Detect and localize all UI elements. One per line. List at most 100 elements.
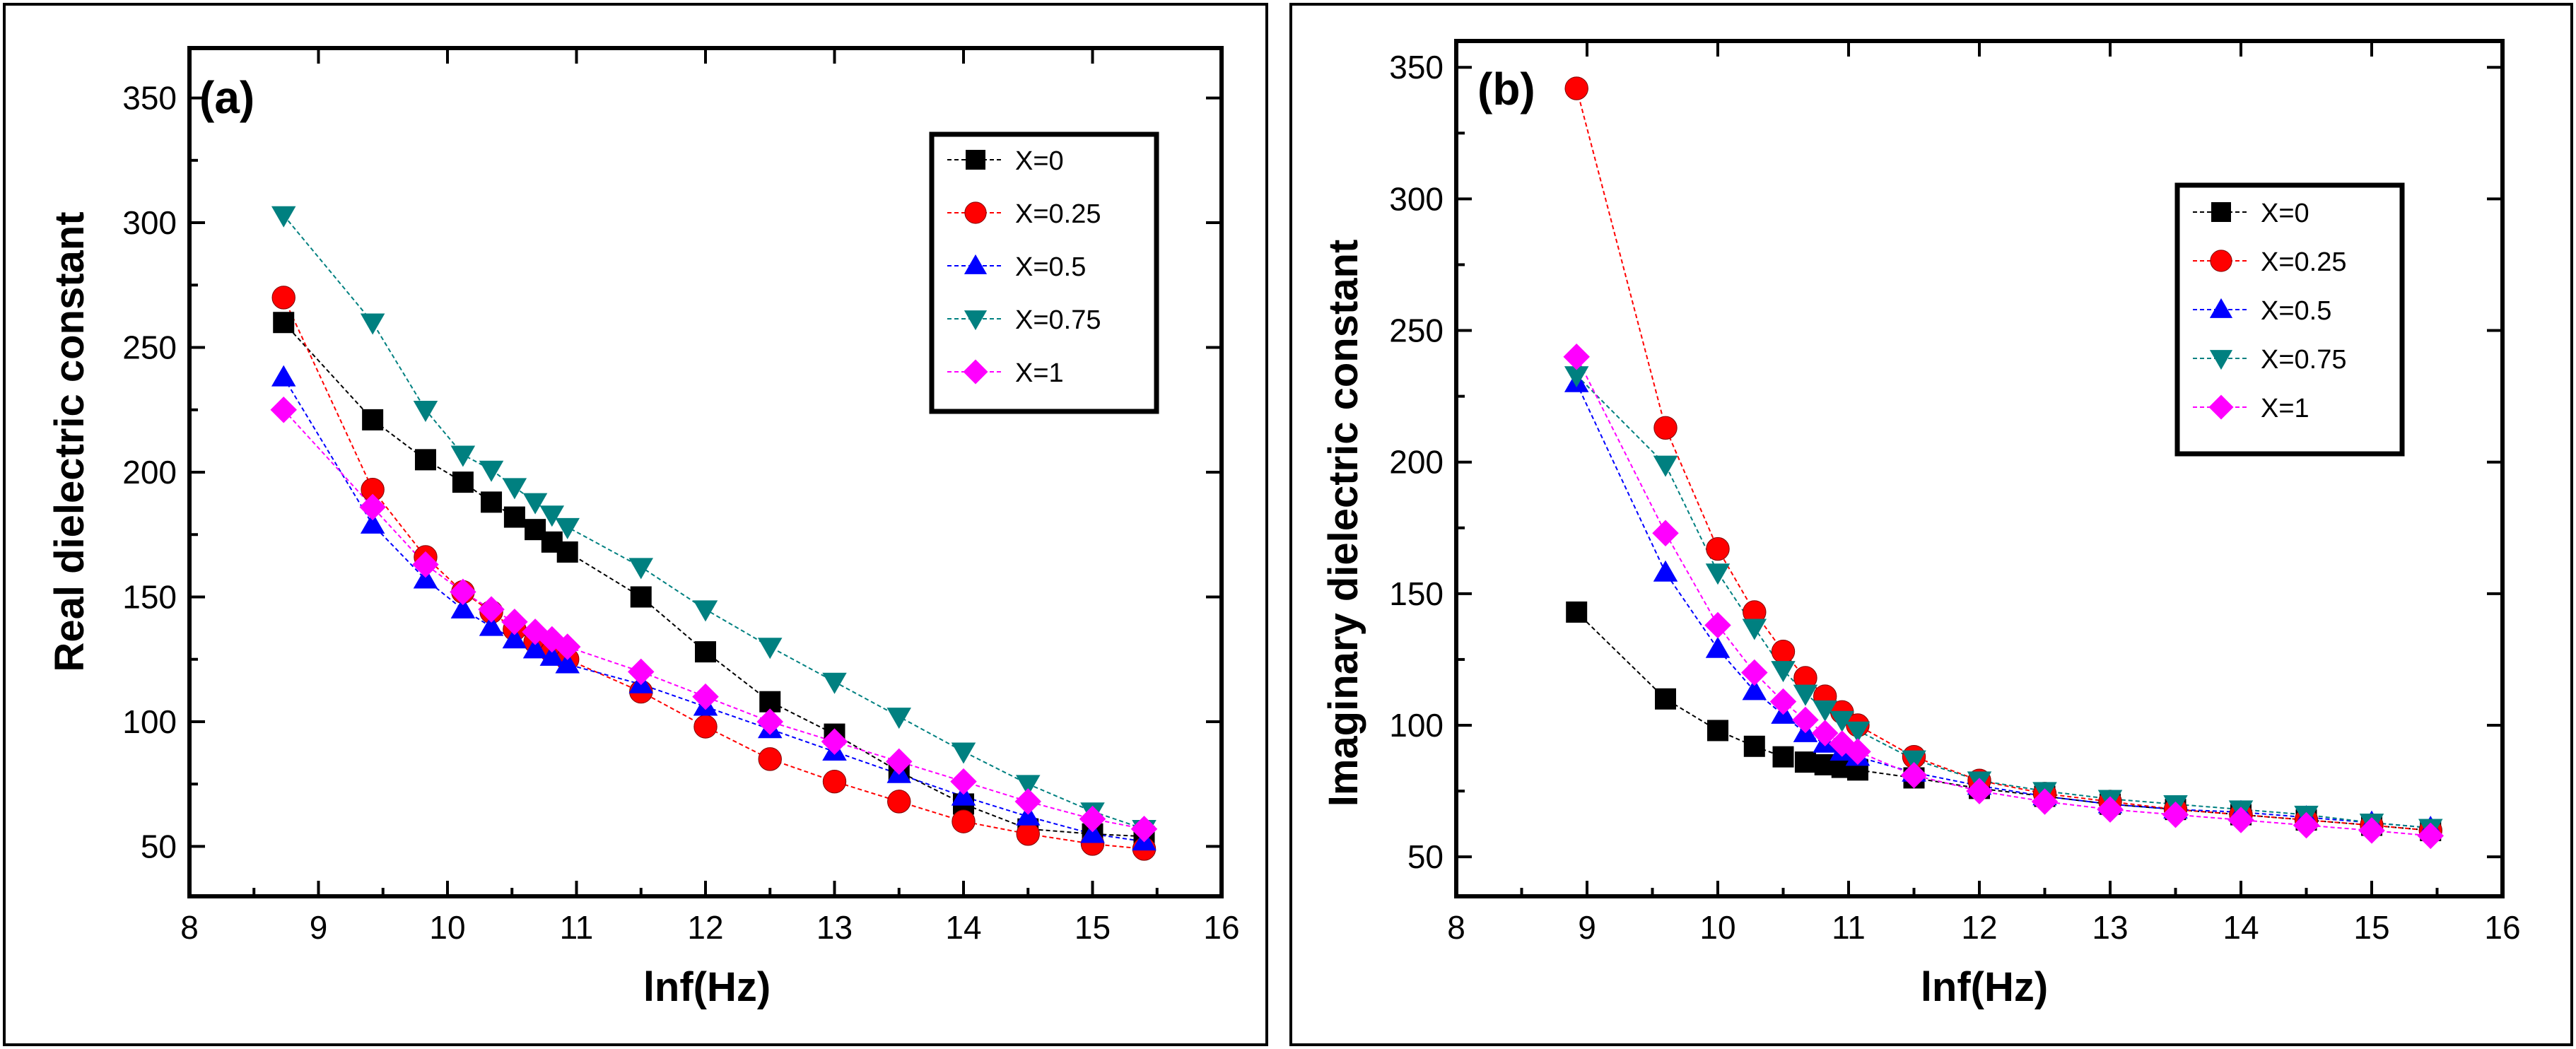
x-tick-label: 10 (1699, 909, 1735, 946)
data-point-x-0-25 (1016, 822, 1040, 846)
x-tick-label: 9 (1578, 909, 1596, 946)
y-tick-label: 50 (1407, 838, 1444, 875)
data-point-x-1 (1741, 659, 1768, 686)
data-point-x-0-75 (628, 558, 653, 580)
y-tick-label: 150 (122, 578, 177, 615)
data-point-x-0-75 (450, 445, 476, 467)
data-point-x-0-75 (1902, 750, 1926, 772)
x-tick-label: 11 (560, 909, 594, 946)
y-tick-label: 150 (1389, 575, 1444, 612)
data-point-x-1 (950, 768, 977, 795)
y-tick-label: 250 (1389, 312, 1444, 349)
data-point-x-1 (1130, 815, 1158, 843)
data-point-x-0 (1566, 601, 1588, 623)
axis-frame-b (1454, 39, 2505, 898)
x-tick-label: 13 (816, 909, 853, 946)
data-point-x-0 (362, 409, 384, 430)
x-tick-label: 13 (2092, 909, 2128, 946)
data-point-x-0-25 (693, 715, 718, 739)
data-point-x-0-25 (1706, 537, 1730, 561)
legend-marker (2210, 250, 2232, 272)
data-point-x-1 (1769, 688, 1797, 715)
data-point-x-0-5 (951, 784, 976, 806)
data-point-x-0-5 (502, 627, 527, 649)
y-tick-label: 100 (122, 703, 177, 740)
axis-frame-a (187, 46, 1224, 898)
y-tick-label: 200 (1389, 444, 1444, 481)
data-point-x-1 (1844, 738, 1871, 765)
data-point-x-0-25 (271, 286, 295, 310)
legend-label: X=0 (2261, 199, 2309, 228)
data-point-x-0-25 (758, 747, 782, 771)
legend-marker (2208, 394, 2234, 420)
data-point-x-0-75 (1653, 455, 1678, 477)
data-point-x-0-75 (1829, 710, 1854, 732)
data-point-x-0-75 (758, 638, 783, 660)
data-point-x-0 (1772, 746, 1794, 768)
legend-marker (964, 201, 987, 224)
data-point-x-0-75 (1793, 684, 1818, 706)
data-point-x-0 (481, 491, 503, 513)
legend-marker (964, 254, 988, 274)
plot-b: 8 9 10 11 12 13 14 15 1650100150200250300350X=0X… (1389, 39, 2521, 946)
data-point-x-1 (628, 658, 655, 686)
data-point-x-0-5 (271, 365, 296, 387)
legend-marker (2211, 202, 2231, 222)
legend-marker (2209, 350, 2233, 370)
data-point-x-0-75 (502, 478, 527, 500)
data-point-x-1 (478, 596, 505, 623)
panel-b-label: (b) (1477, 64, 1535, 115)
series-line-x-0-5 (283, 377, 1144, 843)
data-point-x-0 (556, 541, 578, 563)
data-point-x-1 (886, 748, 913, 775)
data-point-x-1 (1811, 720, 1839, 746)
x-tick-label: 10 (429, 909, 465, 946)
data-point-x-0-75 (360, 313, 385, 335)
legend-label: X=0.5 (2261, 296, 2331, 326)
y-tick-label: 100 (1389, 707, 1444, 744)
y-tick-label: 50 (141, 828, 177, 865)
data-point-x-0-25 (887, 790, 911, 814)
data-point-x-0-25 (1771, 640, 1796, 664)
panel-b: 8 9 10 11 12 13 14 15 1650100150200250300350X=0X… (1289, 3, 2573, 1046)
data-point-x-0-75 (951, 742, 976, 764)
legend-b: X=0 X=0.25 X=0.5 X=0.75 X=1 (2174, 182, 2405, 457)
data-point-x-0-5 (479, 614, 504, 636)
data-point-x-0-75 (1016, 775, 1041, 797)
legend-label: X=0 (1015, 146, 1064, 176)
data-point-x-0-75 (479, 460, 504, 482)
legend-label: X=0.75 (2261, 345, 2347, 375)
data-point-x-0 (1707, 720, 1728, 742)
data-point-x-0-5 (360, 512, 385, 534)
data-point-x-1 (501, 609, 528, 635)
data-point-x-0-5 (539, 644, 565, 666)
data-point-x-0-5 (1705, 636, 1731, 658)
data-point-x-0-75 (693, 600, 718, 622)
data-point-x-0 (1743, 735, 1765, 757)
data-point-x-1 (1792, 706, 1819, 734)
x-axis-title-a: lnf(Hz) (643, 964, 771, 1010)
x-tick-label: 16 (2484, 909, 2520, 946)
data-point-x-1 (821, 728, 848, 755)
data-point-x-0-25 (952, 809, 976, 833)
y-axis-title-a: Real dielectric constant (47, 211, 93, 672)
x-tick-label: 8 (180, 909, 199, 946)
data-point-x-0 (452, 471, 474, 493)
y-tick-label: 200 (122, 454, 177, 491)
data-point-x-0-25 (1653, 416, 1678, 440)
data-point-x-0-75 (1771, 661, 1796, 683)
x-tick-label: 8 (1447, 909, 1465, 946)
legend-label: X=1 (2261, 394, 2309, 423)
data-point-x-1 (554, 633, 581, 660)
data-point-x-1 (359, 493, 386, 521)
data-point-x-0-75 (271, 206, 296, 228)
x-tick-label: 9 (310, 909, 328, 946)
data-point-x-0-5 (450, 597, 476, 619)
data-point-x-0-75 (1705, 563, 1731, 585)
data-point-x-0 (695, 641, 716, 663)
data-point-x-0-75 (413, 401, 438, 423)
data-point-x-0 (1794, 751, 1816, 773)
data-point-x-1 (2031, 788, 2059, 815)
panel-a: 8 9 10 11 12 13 14 15 1650100150200250300350X=0X… (3, 3, 1268, 1046)
data-point-x-0 (630, 586, 652, 608)
